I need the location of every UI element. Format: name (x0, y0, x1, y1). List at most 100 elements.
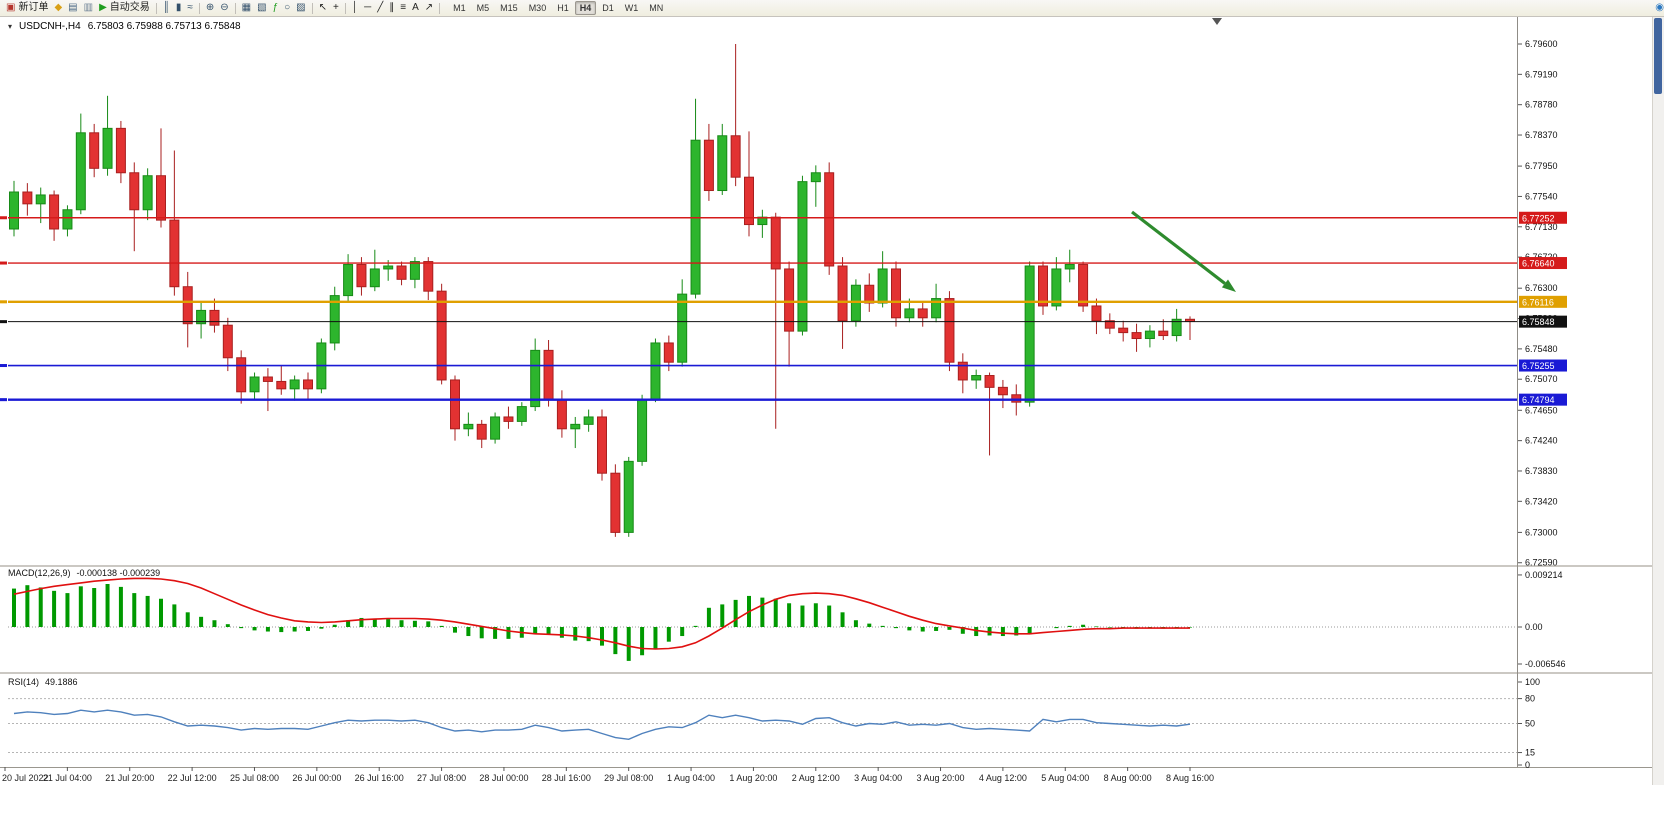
timeframe-selector: M1 M5 M15 M30 H1 H4 D1 W1 MN (448, 1, 668, 15)
zoom-out-icon: ⊖ (220, 2, 229, 13)
svg-text:6.76640: 6.76640 (1522, 259, 1555, 269)
timeframe-mn[interactable]: MN (649, 3, 664, 13)
periods-icon[interactable]: ○ (281, 1, 293, 15)
bar-chart-icon[interactable]: ║ (160, 1, 173, 15)
svg-text:3 Aug 04:00: 3 Aug 04:00 (854, 773, 902, 783)
timeframe-m30[interactable]: M30 (528, 3, 547, 13)
svg-text:6.79600: 6.79600 (1525, 39, 1558, 49)
zoom-in-icon: ⊕ (205, 2, 215, 13)
periods-icon: ○ (284, 2, 291, 13)
profiles-icon[interactable]: ▥ (81, 1, 96, 15)
toolbar-divider (155, 2, 157, 14)
mql5-icon[interactable]: ◆ (51, 1, 65, 15)
svg-text:6.77252: 6.77252 (1522, 213, 1555, 223)
mql5-icon: ◆ (54, 2, 63, 13)
tile-windows-icon[interactable]: ▦ (239, 1, 254, 15)
timeframe-w1[interactable]: W1 (624, 3, 639, 13)
text-icon: A (412, 2, 419, 13)
toolbar-divider (234, 2, 236, 14)
toolbar-divider (439, 2, 441, 14)
candlesticks (9, 44, 1195, 537)
profiles-icon: ▥ (83, 2, 94, 13)
svg-text:6.78780: 6.78780 (1525, 100, 1558, 110)
horizontal-line-icon: ─ (364, 2, 372, 13)
svg-text:6.77540: 6.77540 (1525, 191, 1558, 201)
toolbar: ▣ 新订单 ◆ ▤ ▥ ▶ 自动交易 ║ ▮ ≈ ⊕ ⊖ ▦ ▧ ƒ ○ ▨ ↖ + │ ─ ╱ ∥ ≡ A ↗ M1 M5 M15 M3… (0, 0, 1664, 17)
new-order-icon: ▣ (6, 2, 16, 13)
svg-text:0.00: 0.00 (1525, 622, 1543, 632)
timeframe-d1[interactable]: D1 (602, 3, 614, 13)
auto-trading-button[interactable]: ▶ 自动交易 (96, 1, 153, 15)
timeframe-h4[interactable]: H4 (574, 1, 597, 15)
line-chart-icon: ≈ (187, 2, 193, 13)
templates-icon: ▨ (296, 2, 306, 13)
svg-text:26 Jul 16:00: 26 Jul 16:00 (355, 773, 404, 783)
rsi-header: RSI(14) 49.1886 (8, 677, 78, 687)
svg-text:100: 100 (1525, 677, 1540, 687)
horizontal-line-icon[interactable]: ─ (361, 1, 374, 15)
zoom-in-icon[interactable]: ⊕ (203, 1, 217, 15)
community-button[interactable]: ◉ (1652, 1, 1664, 15)
svg-text:29 Jul 08:00: 29 Jul 08:00 (604, 773, 653, 783)
arrows-icon[interactable]: ↗ (422, 1, 436, 15)
channel-icon[interactable]: ∥ (386, 1, 397, 15)
trend-arrow[interactable] (1131, 210, 1236, 292)
indicators-icon[interactable]: ƒ (270, 1, 282, 15)
chart-header: ▾ USDCNH-,H4 6.75803 6.75988 6.75713 6.7… (8, 21, 241, 32)
rsi-value: 49.1886 (45, 677, 78, 687)
bar-chart-icon: ║ (162, 2, 170, 13)
new-order-button[interactable]: ▣ 新订单 (3, 1, 51, 15)
text-icon[interactable]: A (409, 1, 422, 15)
svg-text:15: 15 (1525, 748, 1535, 758)
trendline-icon[interactable]: ╱ (374, 1, 386, 15)
timeframe-m1[interactable]: M1 (453, 3, 466, 13)
vertical-line-icon[interactable]: │ (349, 1, 361, 15)
svg-text:6.76116: 6.76116 (1522, 297, 1554, 307)
chart-symbol-title: USDCNH-,H4 (19, 21, 81, 32)
svg-text:6.76300: 6.76300 (1525, 283, 1558, 293)
macd-values: -0.000138 -0.000239 (76, 568, 161, 578)
svg-text:22 Jul 12:00: 22 Jul 12:00 (168, 773, 217, 783)
channel-icon: ∥ (389, 2, 395, 13)
candlestick-chart-icon[interactable]: ▮ (173, 1, 185, 15)
svg-text:6.75848: 6.75848 (1522, 317, 1555, 327)
svg-text:0: 0 (1525, 760, 1530, 770)
svg-text:28 Jul 00:00: 28 Jul 00:00 (479, 773, 528, 783)
templates-icon[interactable]: ▨ (293, 1, 308, 15)
arrows-icon: ↗ (424, 2, 434, 13)
chart-dropdown-icon[interactable]: ▾ (8, 22, 13, 31)
vertical-scrollbar[interactable] (1652, 16, 1664, 785)
zoom-out-icon[interactable]: ⊖ (217, 1, 231, 15)
charts-icon: ▤ (68, 2, 78, 13)
svg-text:6.72590: 6.72590 (1525, 558, 1558, 568)
crosshair-icon[interactable]: + (330, 1, 342, 15)
timeframe-m5[interactable]: M5 (476, 3, 490, 13)
rsi-label: RSI(14) (8, 677, 40, 687)
auto-trading-icon: ▶ (99, 2, 107, 13)
timeframe-m15[interactable]: M15 (500, 3, 518, 13)
level-lines[interactable] (0, 216, 1517, 402)
macd-plot (8, 577, 1517, 661)
fibonacci-icon[interactable]: ≡ (397, 1, 409, 15)
toolbar-divider (344, 2, 346, 14)
timeframe-h1[interactable]: H1 (557, 3, 569, 13)
macd-header: MACD(12,26,9) -0.000138 -0.000239 (8, 568, 160, 578)
svg-text:6.73420: 6.73420 (1525, 496, 1558, 506)
scrollbar-thumb[interactable] (1654, 18, 1662, 94)
svg-text:6.73830: 6.73830 (1525, 466, 1558, 476)
svg-text:80: 80 (1525, 694, 1535, 704)
cascade-windows-icon[interactable]: ▧ (254, 1, 269, 15)
svg-text:4 Aug 12:00: 4 Aug 12:00 (979, 773, 1027, 783)
svg-text:6.77950: 6.77950 (1525, 161, 1558, 171)
line-chart-icon[interactable]: ≈ (184, 1, 196, 15)
cursor-icon[interactable]: ↖ (316, 1, 330, 15)
svg-text:3 Aug 20:00: 3 Aug 20:00 (917, 773, 965, 783)
svg-text:5 Aug 04:00: 5 Aug 04:00 (1041, 773, 1089, 783)
svg-text:6.75480: 6.75480 (1525, 344, 1558, 354)
charts-icon[interactable]: ▤ (65, 1, 80, 15)
svg-text:6.74794: 6.74794 (1522, 395, 1555, 405)
svg-text:2 Aug 12:00: 2 Aug 12:00 (792, 773, 840, 783)
svg-text:28 Jul 16:00: 28 Jul 16:00 (542, 773, 591, 783)
